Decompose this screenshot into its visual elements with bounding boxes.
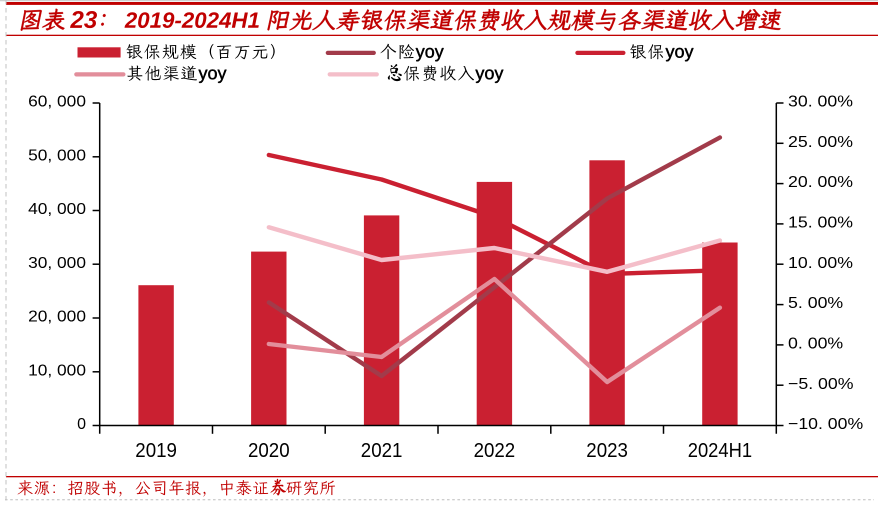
svg-text:25. 00%: 25. 00% [788,134,853,151]
svg-text:0. 00%: 0. 00% [788,336,843,353]
svg-text:2024H1: 2024H1 [688,440,752,462]
svg-text:2019: 2019 [135,440,177,462]
svg-text:15. 00%: 15. 00% [788,215,853,232]
svg-text:2022: 2022 [474,440,516,462]
svg-text:2020: 2020 [248,440,290,462]
svg-text:20. 00%: 20. 00% [788,174,853,191]
svg-text:20, 000: 20, 000 [28,309,86,326]
svg-text:−5. 00%: −5. 00% [788,376,854,393]
svg-text:30, 000: 30, 000 [28,255,86,272]
svg-text:50, 000: 50, 000 [28,147,86,164]
svg-text:2023: 2023 [586,440,628,462]
svg-text:10. 00%: 10. 00% [788,255,853,272]
svg-text:0: 0 [77,416,86,433]
svg-text:5. 00%: 5. 00% [788,295,843,312]
svg-text:2021: 2021 [361,440,403,462]
svg-text:60, 000: 60, 000 [28,94,86,111]
svg-text:10, 000: 10, 000 [28,362,86,379]
svg-text:30. 00%: 30. 00% [788,94,853,111]
svg-text:40, 000: 40, 000 [28,201,86,218]
svg-text:−10. 00%: −10. 00% [788,416,863,433]
